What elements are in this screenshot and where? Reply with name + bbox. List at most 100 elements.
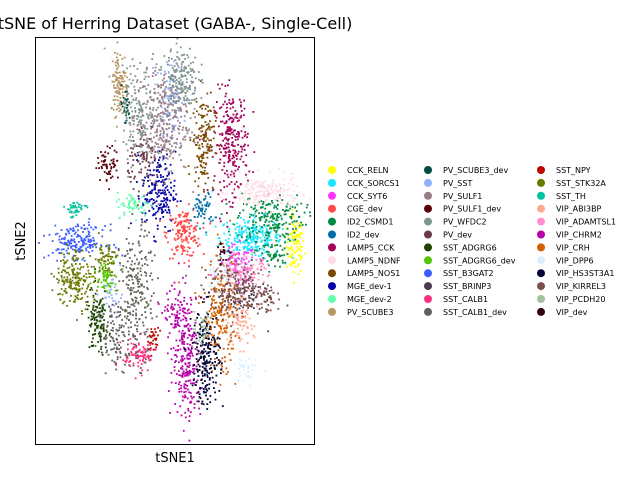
point <box>294 236 296 238</box>
point <box>199 164 202 166</box>
point <box>276 219 279 222</box>
point <box>226 338 229 341</box>
point <box>119 88 122 91</box>
point <box>229 151 232 153</box>
point <box>188 254 191 257</box>
point <box>246 272 248 275</box>
point <box>189 67 192 70</box>
point <box>231 245 234 248</box>
point <box>137 357 139 360</box>
point <box>246 136 248 139</box>
point <box>185 239 188 242</box>
point <box>221 242 224 245</box>
point <box>122 371 125 374</box>
point <box>189 84 191 87</box>
point <box>184 396 187 398</box>
point <box>80 237 83 240</box>
point <box>207 320 210 323</box>
point <box>170 323 173 325</box>
point <box>211 278 214 280</box>
point <box>138 101 141 104</box>
point <box>252 208 255 210</box>
point <box>251 276 253 279</box>
point <box>146 355 149 358</box>
point <box>250 179 253 182</box>
point <box>281 259 284 262</box>
point <box>97 157 99 159</box>
point <box>128 319 130 321</box>
point <box>176 85 178 88</box>
point <box>65 292 68 295</box>
point <box>64 269 66 272</box>
point <box>137 197 140 200</box>
point <box>194 56 197 59</box>
point <box>116 52 119 55</box>
point <box>211 189 214 192</box>
point <box>171 104 174 107</box>
point <box>203 114 206 117</box>
point <box>123 74 126 77</box>
point <box>75 243 78 246</box>
point <box>300 221 302 224</box>
point <box>267 188 269 191</box>
point <box>183 391 185 394</box>
point <box>99 299 102 301</box>
point <box>199 357 202 359</box>
point <box>291 173 293 175</box>
point <box>79 235 82 238</box>
point <box>151 183 153 186</box>
point <box>66 243 68 246</box>
point <box>164 209 167 212</box>
point <box>124 353 127 356</box>
point <box>219 278 221 281</box>
point <box>296 248 299 251</box>
point <box>101 297 104 300</box>
point <box>100 249 103 251</box>
point <box>161 212 163 214</box>
point <box>263 281 265 284</box>
point <box>60 274 63 277</box>
point <box>295 239 298 242</box>
point <box>233 196 236 199</box>
chart-title: tSNE of Herring Dataset (GABA-, Single-C… <box>0 14 352 33</box>
point <box>271 246 273 248</box>
point <box>148 138 151 140</box>
point <box>218 331 221 333</box>
point <box>174 95 177 98</box>
point <box>187 347 190 349</box>
point <box>200 63 203 66</box>
point <box>108 295 110 298</box>
point <box>247 248 250 251</box>
point <box>165 128 168 130</box>
point <box>168 64 171 67</box>
point <box>116 330 119 332</box>
point <box>174 220 177 223</box>
point <box>229 264 232 267</box>
point <box>300 202 303 205</box>
point <box>234 183 236 186</box>
point <box>198 147 201 150</box>
point <box>254 212 256 215</box>
point <box>260 184 262 187</box>
point <box>87 285 89 288</box>
point <box>99 327 102 329</box>
point <box>160 102 163 105</box>
point <box>251 279 254 282</box>
point <box>295 258 298 261</box>
point <box>170 347 172 350</box>
point <box>243 254 246 257</box>
point <box>105 165 108 167</box>
point <box>227 161 230 164</box>
point <box>259 231 262 233</box>
point <box>210 284 212 287</box>
point <box>164 168 167 171</box>
point <box>184 87 187 89</box>
point <box>230 170 233 173</box>
point <box>246 234 249 237</box>
point <box>292 215 295 218</box>
point <box>102 269 105 272</box>
point <box>156 174 158 176</box>
point <box>171 172 174 175</box>
point <box>221 305 224 307</box>
point <box>141 221 144 223</box>
